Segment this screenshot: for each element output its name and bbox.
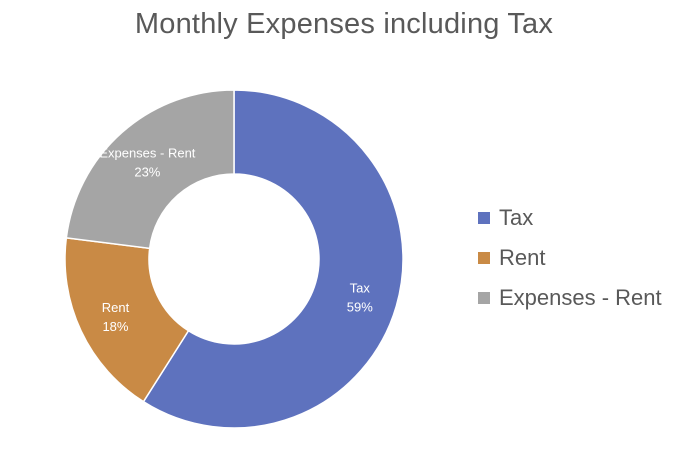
- slice-label-expenses-rent: Expenses - Rent 23%: [99, 146, 195, 180]
- slice-rent: [64, 236, 190, 403]
- legend-item-expenses-rent: Expenses - Rent: [478, 278, 662, 318]
- legend-item-rent: Rent: [478, 238, 662, 278]
- legend-swatch-rent: [478, 252, 490, 264]
- chart-title: Monthly Expenses including Tax: [134, 8, 554, 40]
- legend-item-tax: Tax: [478, 198, 662, 238]
- slice-category-rent: Rent: [102, 300, 130, 315]
- slice-expenses-rent: [65, 89, 235, 250]
- doughnut-slices: [64, 89, 404, 429]
- legend: Tax Rent Expenses - Rent: [478, 198, 662, 318]
- slice-labels: Tax 59% Rent 18% Expenses - Rent 23%: [99, 146, 373, 334]
- slice-category-tax: Tax: [350, 281, 371, 296]
- legend-swatch-expenses-rent: [478, 292, 490, 304]
- legend-label-rent: Rent: [499, 245, 546, 270]
- slice-label-rent: Rent 18%: [102, 300, 130, 334]
- slice-tax: [142, 89, 404, 429]
- slice-label-tax: Tax 59%: [347, 281, 373, 315]
- legend-label-tax: Tax: [499, 205, 534, 230]
- slice-percent-tax: 59%: [347, 300, 373, 315]
- slice-percent-expenses-rent: 23%: [134, 165, 160, 180]
- slice-percent-rent: 18%: [102, 319, 128, 334]
- slice-category-expenses-rent: Expenses - Rent: [99, 146, 195, 161]
- legend-swatch-tax: [478, 212, 490, 224]
- legend-label-expenses-rent: Expenses - Rent: [499, 285, 662, 310]
